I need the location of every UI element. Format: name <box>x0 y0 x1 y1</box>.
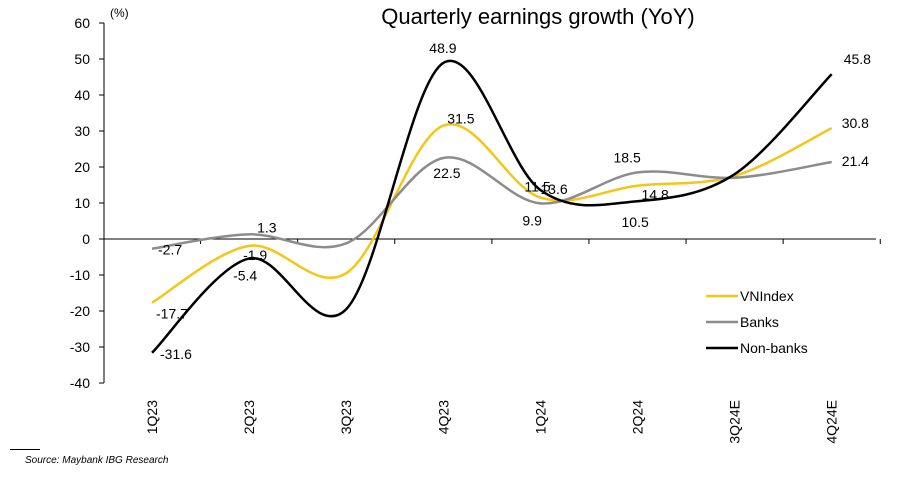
y-tick-label: 20 <box>74 159 90 175</box>
data-label-vnindex: -17.7 <box>156 306 188 322</box>
source-note: Source: Maybank IBG Research <box>25 455 169 466</box>
data-label-banks: 21.4 <box>842 153 869 169</box>
data-labels: -17.7 -1.9 31.5 11.5 14.8 30.8 -2.7 1.3 22.5 9.9 1… <box>156 40 871 362</box>
y-tick-label: 40 <box>74 87 90 103</box>
legend-label-vnindex: VNIndex <box>740 288 794 304</box>
y-tick-label: -40 <box>70 375 90 391</box>
legend-label-banks: Banks <box>740 314 779 330</box>
y-tick-label: 60 <box>74 15 90 31</box>
data-label-non-banks: 48.9 <box>429 40 456 56</box>
x-tick-label: 4Q23 <box>435 400 451 434</box>
series-lines <box>151 59 833 354</box>
x-tick-label: 1Q23 <box>144 400 160 434</box>
x-tick-label: 3Q23 <box>338 400 354 434</box>
data-label-banks: 18.5 <box>614 149 641 165</box>
data-label-non-banks: 45.8 <box>844 51 871 67</box>
y-tick-label: -10 <box>70 267 90 283</box>
data-label-banks: 9.9 <box>522 212 542 228</box>
data-label-vnindex: 11.5 <box>524 179 550 195</box>
x-tick-label: 1Q24 <box>532 400 548 434</box>
data-label-non-banks: -5.4 <box>233 267 257 283</box>
y-tick-label: 30 <box>74 123 90 139</box>
y-tick-label: -30 <box>70 339 90 355</box>
data-label-vnindex: -1.9 <box>243 247 267 263</box>
data-label-banks: 22.5 <box>433 165 460 181</box>
y-tick-label: 10 <box>74 195 90 211</box>
x-tick-label: 3Q24E <box>727 400 743 444</box>
y-tick-label: -20 <box>70 303 90 319</box>
data-label-vnindex: 30.8 <box>842 115 869 131</box>
data-label-non-banks: -31.6 <box>160 346 192 362</box>
series-line-vnindex <box>151 122 833 304</box>
data-label-vnindex: 14.8 <box>642 187 669 203</box>
data-label-banks: 1.3 <box>257 219 277 235</box>
data-label-non-banks: 10.5 <box>622 214 649 230</box>
source-rule <box>10 449 40 450</box>
chart-title: Quarterly earnings growth (YoY) <box>381 4 694 29</box>
y-tick-label: 0 <box>82 231 90 247</box>
x-tick-label: 2Q23 <box>241 400 257 434</box>
x-tick-label: 2Q24 <box>630 400 646 434</box>
axes: 60 50 40 30 20 10 0 -10 -20 -30 -40 1Q23 2Q23 3Q23 4Q2… <box>70 15 881 444</box>
y-tick-label: 50 <box>74 51 90 67</box>
series-line-banks <box>151 156 832 250</box>
data-label-vnindex: 31.5 <box>447 111 474 127</box>
x-tick-label: 4Q24E <box>824 400 840 444</box>
series-line-non-banks <box>151 59 833 354</box>
y-unit-label: (%) <box>110 6 129 20</box>
data-label-banks: -2.7 <box>158 242 182 258</box>
legend: VNIndex Banks Non-banks <box>706 288 808 356</box>
data-label-non-banks: 13.6 <box>540 181 567 197</box>
legend-label-non-banks: Non-banks <box>740 340 808 356</box>
